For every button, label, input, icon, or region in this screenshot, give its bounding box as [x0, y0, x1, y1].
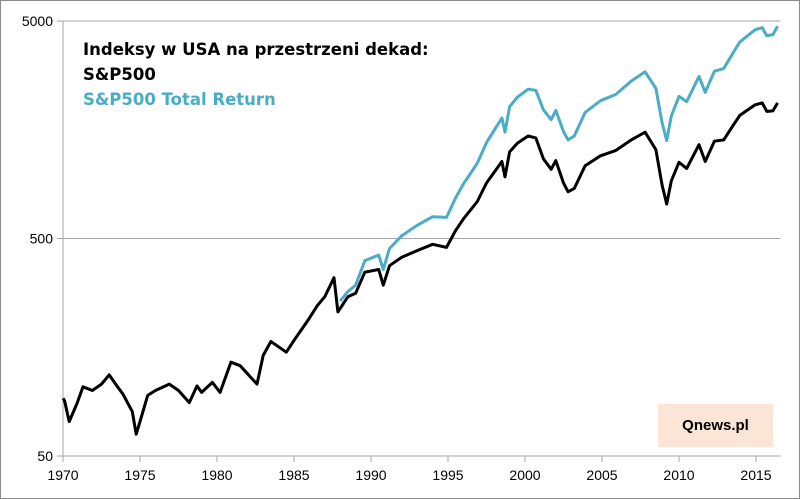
legend-sp500-total-return: S&P500 Total Return — [83, 90, 276, 109]
chart-title-block: Indeksy w USA na przestrzeni dekad: S&P5… — [83, 37, 429, 112]
x-tick-label: 1990 — [355, 467, 386, 483]
series-line-sp500-total-return — [339, 25, 779, 302]
y-tick-label: 50 — [37, 448, 53, 464]
x-tick-label: 2010 — [663, 467, 694, 483]
watermark: Qnews.pl — [658, 404, 773, 447]
series-line-sp500 — [61, 101, 779, 436]
y-tick-label: 5000 — [22, 13, 53, 29]
x-tick-label: 2005 — [586, 467, 617, 483]
x-tick-label: 2015 — [740, 467, 771, 483]
y-tick-label: 500 — [30, 231, 54, 247]
x-tick-label: 1995 — [432, 467, 463, 483]
chart-title: Indeksy w USA na przestrzeni dekad: — [83, 40, 429, 59]
x-tick-label: 1970 — [47, 467, 78, 483]
legend-sp500: S&P500 — [83, 65, 156, 84]
x-tick-label: 1985 — [278, 467, 309, 483]
x-tick-label: 1980 — [201, 467, 232, 483]
watermark-text: Qnews.pl — [682, 417, 749, 434]
x-tick-label: 2000 — [509, 467, 540, 483]
x-tick-label: 1975 — [124, 467, 155, 483]
